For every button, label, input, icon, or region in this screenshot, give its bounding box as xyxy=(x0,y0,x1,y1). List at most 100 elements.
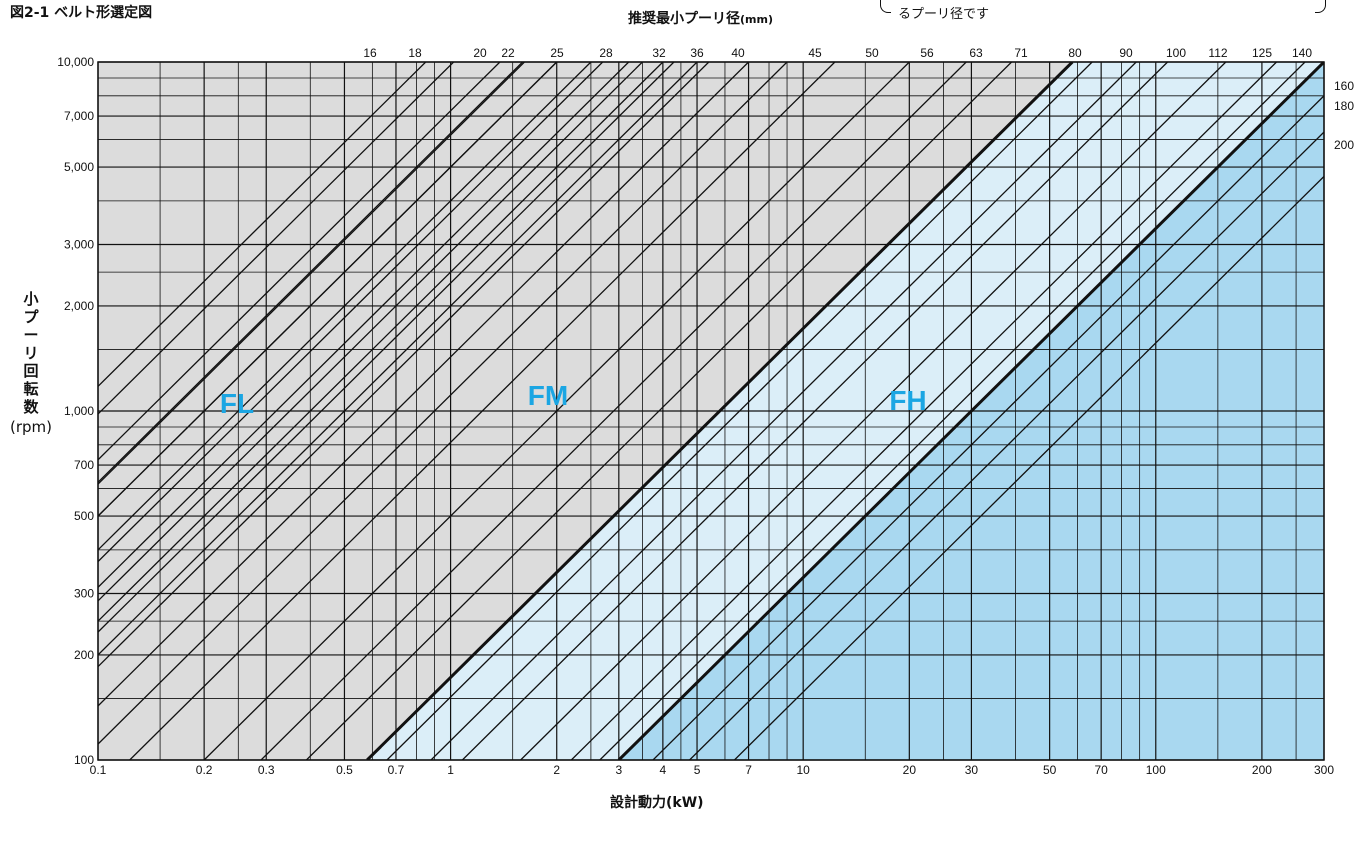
note-brace-right xyxy=(1315,0,1326,13)
pulley-diameter-line xyxy=(98,62,698,656)
x-tick-label: 300 xyxy=(1314,763,1334,777)
y-axis-label-text: 小プーリ回転数 xyxy=(23,290,39,416)
pulley-diameter-line xyxy=(98,62,455,415)
pulley-diameter-line xyxy=(98,62,750,707)
pulley-diameter-line xyxy=(733,175,1324,760)
note-text: るプーリ径です xyxy=(898,7,990,22)
zone-label-fh: FH xyxy=(889,385,926,416)
note-brace-left xyxy=(880,0,891,13)
y-tick-label: 10,000 xyxy=(57,55,94,69)
x-tick-label: 1 xyxy=(447,763,454,777)
pulley-diameter-line xyxy=(98,62,604,563)
plot-frame xyxy=(97,61,1325,761)
x-tick-label: 200 xyxy=(1252,763,1272,777)
pulley-diameter-label-top: 28 xyxy=(599,46,613,60)
x-tick-label: 0.3 xyxy=(258,763,275,777)
pulley-diameter-line xyxy=(129,62,836,760)
pulley-diameter-line xyxy=(461,62,1169,760)
pulley-diameter-label-top: 16 xyxy=(363,46,377,60)
pulley-diameter-label-top: 32 xyxy=(652,46,666,60)
x-tick-label: 0.7 xyxy=(388,763,405,777)
y-tick-label: 100 xyxy=(74,753,94,767)
y-tick-label: 2,000 xyxy=(64,299,94,313)
pulley-diameter-line xyxy=(98,62,710,668)
y-tick-label: 700 xyxy=(74,458,94,472)
pulley-diameter-line xyxy=(386,62,1093,760)
note-box: るプーリ径です xyxy=(878,0,1328,22)
zone-boundary-line xyxy=(366,62,1074,760)
y-tick-label: 200 xyxy=(74,648,94,662)
x-tick-label: 7 xyxy=(745,763,752,777)
y-tick-label: 5,000 xyxy=(64,160,94,174)
pulley-diameter-line xyxy=(305,62,1013,760)
pulley-diameter-line xyxy=(98,62,675,633)
pulley-diameter-line xyxy=(570,62,1277,760)
pulley-diameter-label-top: 90 xyxy=(1119,46,1133,60)
pulley-diameter-line xyxy=(689,131,1324,760)
x-tick-label: 3 xyxy=(615,763,622,777)
pulley-diameter-label-right: 200 xyxy=(1334,138,1354,152)
pulley-diameter-line xyxy=(98,62,592,551)
pulley-diameter-line xyxy=(98,62,630,589)
x-tick-label: 5 xyxy=(694,763,701,777)
pulley-diameter-line xyxy=(599,62,1306,760)
top-axis-title-text: 推奨最小プーリ径 xyxy=(628,11,740,27)
figure-title: 図2-1 ベルト形選定図 xyxy=(10,5,153,21)
pulley-diameter-line xyxy=(260,62,967,760)
pulley-diameter-label-top: 50 xyxy=(865,46,879,60)
pulley-diameter-line xyxy=(652,94,1324,760)
pulley-diameter-label-top: 40 xyxy=(731,46,745,60)
pulley-diameter-label-top: 125 xyxy=(1252,46,1272,60)
pulley-diameter-label-right: 160 xyxy=(1334,79,1354,93)
pulley-diameter-line xyxy=(98,62,525,486)
zone-label-fl: FL xyxy=(220,388,254,419)
x-tick-label: 0.5 xyxy=(336,763,353,777)
pulley-diameter-line xyxy=(98,62,643,602)
x-tick-label: 50 xyxy=(1043,763,1057,777)
pulley-diameter-label-right: 180 xyxy=(1334,99,1354,113)
pulley-diameter-label-top: 45 xyxy=(808,46,822,60)
pulley-diameter-line xyxy=(98,62,524,484)
pulley-diameter-line xyxy=(98,62,558,517)
x-tick-label: 0.2 xyxy=(196,763,213,777)
x-axis-label: 設計動力(kW) xyxy=(610,795,704,811)
zone-boundary-line xyxy=(617,62,1324,760)
y-tick-label: 7,000 xyxy=(64,109,94,123)
pulley-diameter-line xyxy=(98,62,664,623)
x-tick-label: 100 xyxy=(1146,763,1166,777)
pulley-diameter-label-top: 36 xyxy=(690,46,704,60)
zone-label-fm: FM xyxy=(528,380,568,411)
x-tick-label: 4 xyxy=(660,763,667,777)
pulley-diameter-label-top: 140 xyxy=(1292,46,1312,60)
pulley-diameter-label-top: 56 xyxy=(920,46,934,60)
pulley-diameter-label-top: 63 xyxy=(969,46,983,60)
pulley-diameter-label-top: 20 xyxy=(473,46,487,60)
pulley-diameter-label-top: 100 xyxy=(1166,46,1186,60)
pulley-diameter-line xyxy=(98,62,501,461)
pulley-diameter-line xyxy=(520,62,1227,760)
pulley-diameter-line xyxy=(98,62,788,745)
x-tick-label: 0.1 xyxy=(90,763,107,777)
pulley-diameter-label-top: 25 xyxy=(550,46,564,60)
y-tick-label: 300 xyxy=(74,586,94,600)
x-tick-label: 10 xyxy=(797,763,811,777)
y-axis-label: 小プーリ回転数 (rpm) xyxy=(0,290,62,436)
pulley-diameter-line xyxy=(203,62,910,760)
y-tick-label: 500 xyxy=(74,509,94,523)
y-tick-label: 1,000 xyxy=(64,404,94,418)
x-tick-label: 2 xyxy=(553,763,560,777)
x-tick-label: 30 xyxy=(965,763,979,777)
pulley-diameter-label-top: 18 xyxy=(408,46,422,60)
y-tick-label: 3,000 xyxy=(64,237,94,251)
pulley-diameter-label-top: 112 xyxy=(1208,46,1227,60)
top-axis-unit: (mm) xyxy=(740,13,773,26)
pulley-diameter-line xyxy=(430,62,1137,760)
pulley-diameter-label-top: 80 xyxy=(1068,46,1082,60)
x-tick-label: 70 xyxy=(1094,763,1108,777)
pulley-diameter-line xyxy=(98,62,427,388)
top-axis-title: 推奨最小プーリ径(mm) xyxy=(628,8,773,28)
y-axis-label-unit: (rpm) xyxy=(9,418,52,436)
pulley-diameter-label-top: 71 xyxy=(1014,46,1028,60)
pulley-diameter-label-top: 22 xyxy=(501,46,515,60)
